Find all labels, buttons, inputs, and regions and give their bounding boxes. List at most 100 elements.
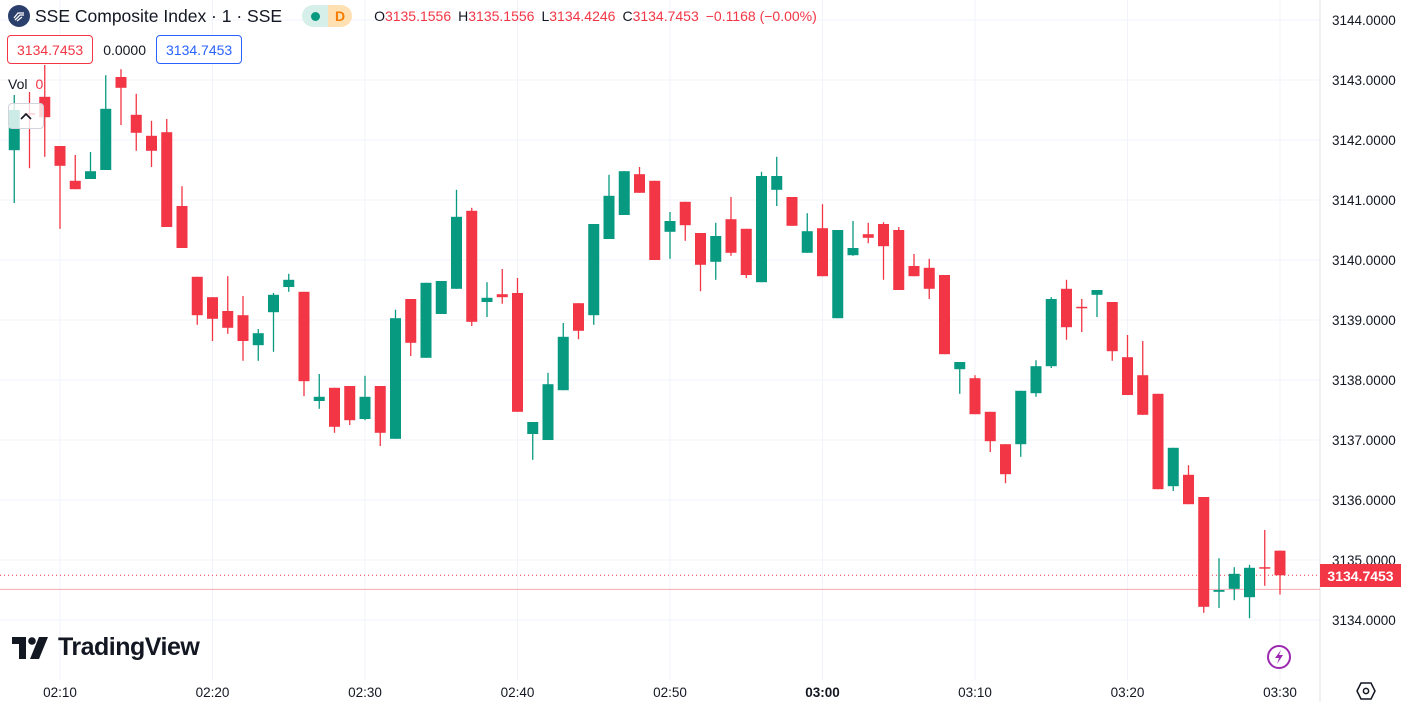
sell-button[interactable]: 3134.7453 [7, 35, 94, 64]
candle-down[interactable] [1076, 299, 1088, 332]
candle-down[interactable] [1259, 530, 1271, 586]
candle-down[interactable] [298, 291, 310, 397]
candle-up[interactable] [710, 222, 722, 280]
candle-up[interactable] [603, 174, 615, 239]
candle-down[interactable] [939, 275, 950, 355]
candle-down[interactable] [649, 180, 661, 260]
collapse-legend-button[interactable] [8, 103, 44, 129]
candle-down[interactable] [161, 119, 173, 227]
buy-button[interactable]: 3134.7453 [156, 35, 243, 64]
candle-up[interactable] [313, 374, 325, 409]
candle-body [603, 195, 615, 239]
candle-body [847, 248, 859, 256]
candle-up[interactable] [618, 171, 630, 215]
low-label: L [541, 8, 550, 24]
candle-down[interactable] [786, 197, 798, 226]
candle-up[interactable] [954, 362, 966, 394]
candle-down[interactable] [908, 254, 920, 277]
candle-down[interactable] [740, 228, 752, 278]
candle-down[interactable] [405, 299, 417, 356]
candle-up[interactable] [756, 171, 767, 283]
candle-up[interactable] [542, 372, 554, 440]
candle-up[interactable] [1030, 360, 1042, 397]
candle-up[interactable] [268, 293, 279, 352]
candle-down[interactable] [466, 207, 478, 326]
candle-up[interactable] [481, 282, 493, 317]
candle-up[interactable] [252, 329, 264, 361]
tradingview-logo[interactable]: TradingView [12, 633, 200, 662]
candle-down[interactable] [1152, 393, 1164, 490]
candle-down[interactable] [1122, 335, 1133, 395]
candle-down[interactable] [207, 297, 218, 341]
candle-down[interactable] [39, 65, 51, 157]
candle-down[interactable] [130, 93, 142, 151]
candle-down[interactable] [54, 146, 66, 229]
candle-up[interactable] [801, 213, 813, 253]
candle-down[interactable] [329, 387, 340, 433]
candle-body [557, 336, 569, 391]
candle-down[interactable] [1274, 550, 1286, 595]
candle-down[interactable] [984, 411, 996, 452]
candle-down[interactable] [817, 204, 828, 277]
candle-down[interactable] [573, 303, 584, 340]
market-status-pill[interactable]: D [302, 5, 353, 27]
candle-body [954, 362, 966, 370]
candle-up[interactable] [435, 281, 447, 314]
candle-down[interactable] [344, 386, 356, 425]
time-axis[interactable]: 02:10 02:20 02:30 02:40 02:50 03:00 03:10 03:20… [43, 685, 1297, 700]
candle-up[interactable] [390, 309, 401, 439]
candle-down[interactable] [893, 227, 905, 290]
candle-up[interactable] [1015, 390, 1027, 457]
candle-down[interactable] [1137, 341, 1149, 415]
settings-icon[interactable] [1356, 682, 1376, 705]
candle-down[interactable] [496, 269, 508, 304]
candle-down[interactable] [878, 222, 889, 280]
lightning-icon[interactable] [1267, 645, 1291, 669]
candle-up[interactable] [1167, 447, 1179, 491]
candle-down[interactable] [862, 222, 874, 244]
candle-down[interactable] [1000, 444, 1011, 484]
candle-up[interactable] [664, 212, 676, 259]
candle-up[interactable] [283, 273, 295, 292]
candle-up[interactable] [420, 282, 432, 358]
candle-down[interactable] [1106, 302, 1118, 361]
candle-down[interactable] [634, 167, 645, 193]
candle-down[interactable] [725, 197, 737, 256]
candle-up[interactable] [771, 156, 783, 206]
candle-body [222, 311, 234, 328]
candle-down[interactable] [512, 278, 523, 412]
price-axis[interactable]: 3134.00003135.00003136.00003137.00003138… [1332, 13, 1396, 628]
candle-up[interactable] [832, 230, 844, 319]
candle-down[interactable] [374, 386, 386, 446]
candle-up[interactable] [1045, 297, 1057, 368]
candle-down[interactable] [695, 233, 706, 292]
candle-down[interactable] [176, 186, 188, 248]
candle-down[interactable] [1198, 497, 1210, 613]
candle-down[interactable] [222, 276, 234, 334]
candle-up[interactable] [359, 375, 371, 421]
candle-down[interactable] [1061, 279, 1072, 340]
symbol-title[interactable]: SSE Composite Index · 1 · SSE [35, 5, 283, 26]
candle-down[interactable] [923, 258, 935, 299]
candle-up[interactable] [1213, 558, 1225, 608]
candle-up[interactable] [1091, 290, 1103, 317]
candle-up[interactable] [557, 323, 569, 391]
candle-down[interactable] [115, 69, 127, 125]
candle-down[interactable] [69, 155, 81, 190]
candle-down[interactable] [969, 375, 981, 415]
candle-up[interactable] [451, 189, 462, 289]
candle-down[interactable] [191, 276, 203, 325]
candle-up[interactable] [847, 221, 859, 256]
candle-up[interactable] [85, 152, 96, 179]
candle-body [130, 114, 142, 133]
candle-down[interactable] [237, 296, 249, 361]
candle-down[interactable] [679, 201, 691, 241]
candle-down[interactable] [146, 120, 157, 167]
candle-up[interactable] [527, 422, 539, 460]
candle-up[interactable] [1244, 564, 1255, 619]
candle-down[interactable] [1183, 465, 1194, 505]
candle-up[interactable] [588, 224, 600, 325]
candle-up[interactable] [100, 75, 112, 170]
candle-up[interactable] [1228, 567, 1240, 601]
